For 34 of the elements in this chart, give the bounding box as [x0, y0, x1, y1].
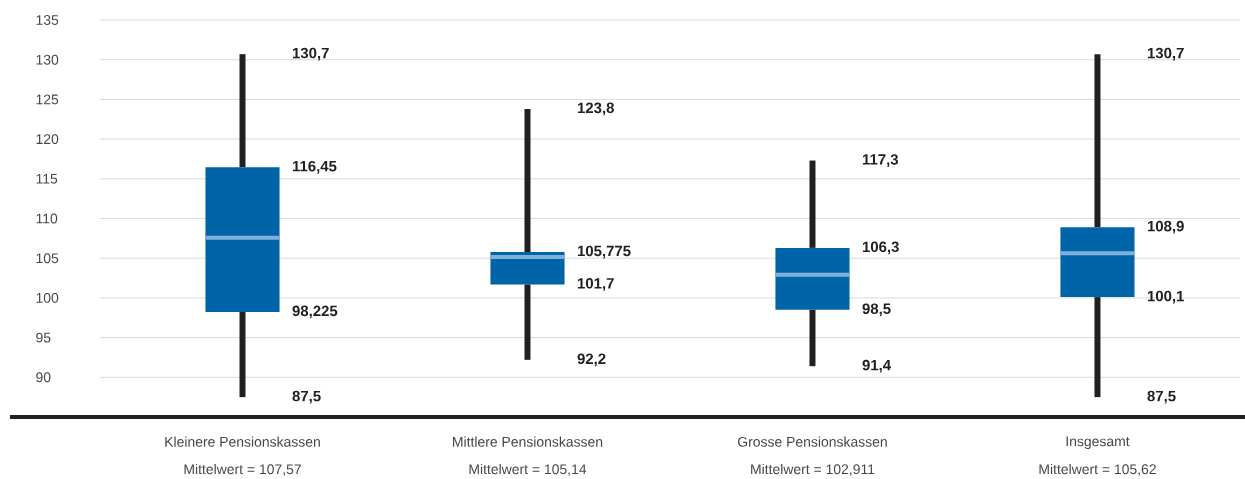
annotation: 101,7 [577, 278, 614, 291]
annotation: 100,1 [1147, 290, 1184, 304]
annotation: 87,5 [292, 390, 321, 404]
y-tick-label: 135 [36, 15, 59, 25]
y-tick-label: 130 [36, 54, 59, 65]
y-tick-label: 95 [36, 332, 51, 343]
annotation: 92,2 [577, 353, 606, 367]
y-tick-label: 120 [36, 134, 59, 145]
annotation: 87,5 [1147, 390, 1176, 404]
annotation: 105,775 [577, 245, 631, 259]
text: Mittelwert = 105,14 [469, 463, 587, 476]
y-tick-label: 105 [36, 253, 59, 264]
x-tick-label: Grosse Pensionskassen [737, 436, 887, 447]
y-tick-label: 90 [36, 372, 51, 383]
annotation: 91,4 [862, 359, 892, 373]
annotation: 106,3 [862, 241, 899, 255]
annotation: 130,7 [1147, 47, 1184, 61]
y-tick-label: 125 [36, 94, 59, 105]
annotation: 116,45 [292, 160, 337, 174]
text: Mittelwert = 102,911 [751, 463, 875, 476]
annotation: 108,9 [1147, 220, 1184, 234]
x-tick-label: Mittlere Pensionskassen [453, 436, 603, 447]
text: Mittelwert = 107,57 [184, 463, 301, 476]
annotation: 98,225 [292, 305, 338, 319]
annotation: 117,3 [862, 154, 899, 167]
y-tick-label: 110 [36, 213, 58, 224]
text: Mittelwert = 105,62 [1039, 463, 1156, 476]
x-tick-label: Insgesamt [1066, 436, 1130, 450]
annotation: 98,5 [862, 303, 891, 317]
x-tick-label: Kleinere Pensionskassen [165, 436, 320, 447]
y-tick-label: 115 [36, 173, 58, 184]
annotation: 130,7 [292, 47, 329, 61]
annotation: 123,8 [577, 102, 614, 116]
y-tick-label: 100 [36, 292, 59, 303]
